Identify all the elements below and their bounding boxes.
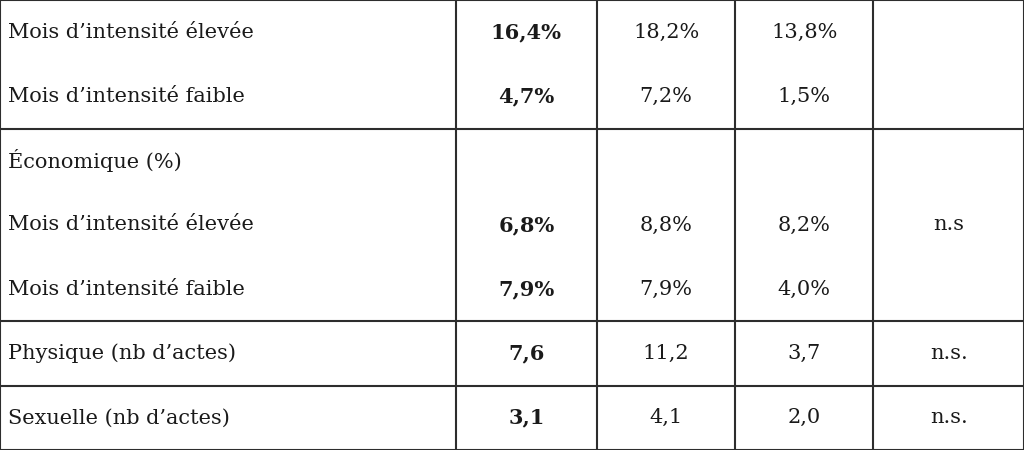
Text: 6,8%: 6,8%: [499, 215, 554, 235]
Text: 7,6: 7,6: [508, 343, 545, 364]
Text: n.s: n.s: [933, 216, 965, 234]
Text: n.s.: n.s.: [930, 408, 968, 428]
Text: 4,7%: 4,7%: [499, 86, 554, 107]
Text: 11,2: 11,2: [643, 344, 689, 363]
Text: Physique (nb d’actes): Physique (nb d’actes): [8, 344, 236, 364]
Text: 7,9%: 7,9%: [499, 279, 554, 299]
Text: Mois d’intensité faible: Mois d’intensité faible: [8, 87, 245, 106]
Text: 7,9%: 7,9%: [640, 280, 692, 299]
Text: 8,8%: 8,8%: [640, 216, 692, 234]
Text: 13,8%: 13,8%: [771, 22, 838, 42]
Text: 4,0%: 4,0%: [778, 280, 830, 299]
Text: 3,7: 3,7: [787, 344, 821, 363]
Text: 3,1: 3,1: [508, 408, 545, 428]
Text: 1,5%: 1,5%: [778, 87, 830, 106]
Text: 7,2%: 7,2%: [640, 87, 692, 106]
Text: Sexuelle (nb d’actes): Sexuelle (nb d’actes): [8, 408, 229, 428]
Text: 8,2%: 8,2%: [778, 216, 830, 234]
Text: 16,4%: 16,4%: [490, 22, 562, 42]
Text: Mois d’intensité élevée: Mois d’intensité élevée: [8, 22, 254, 42]
Text: 2,0: 2,0: [787, 408, 821, 428]
Text: Mois d’intensité élevée: Mois d’intensité élevée: [8, 216, 254, 234]
Text: n.s.: n.s.: [930, 344, 968, 363]
Text: 18,2%: 18,2%: [633, 22, 699, 42]
Text: Économique (%): Économique (%): [8, 149, 181, 172]
Text: Mois d’intensité faible: Mois d’intensité faible: [8, 280, 245, 299]
Text: 4,1: 4,1: [649, 408, 683, 428]
